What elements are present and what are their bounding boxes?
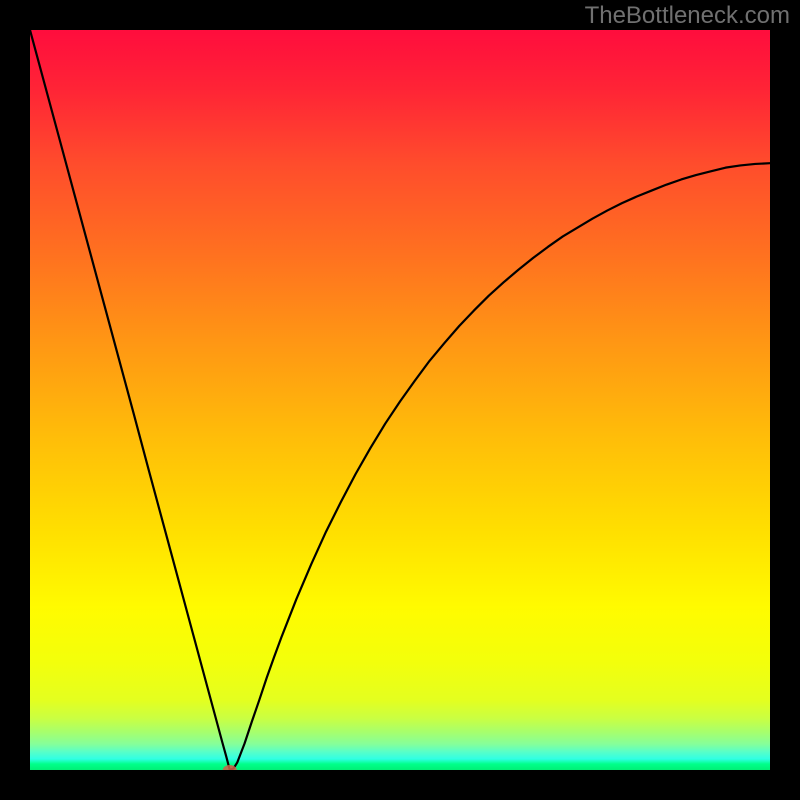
chart-frame: TheBottleneck.com — [0, 0, 800, 800]
watermark-text: TheBottleneck.com — [585, 2, 790, 30]
plot-area — [30, 30, 770, 770]
plot-svg — [30, 30, 770, 770]
